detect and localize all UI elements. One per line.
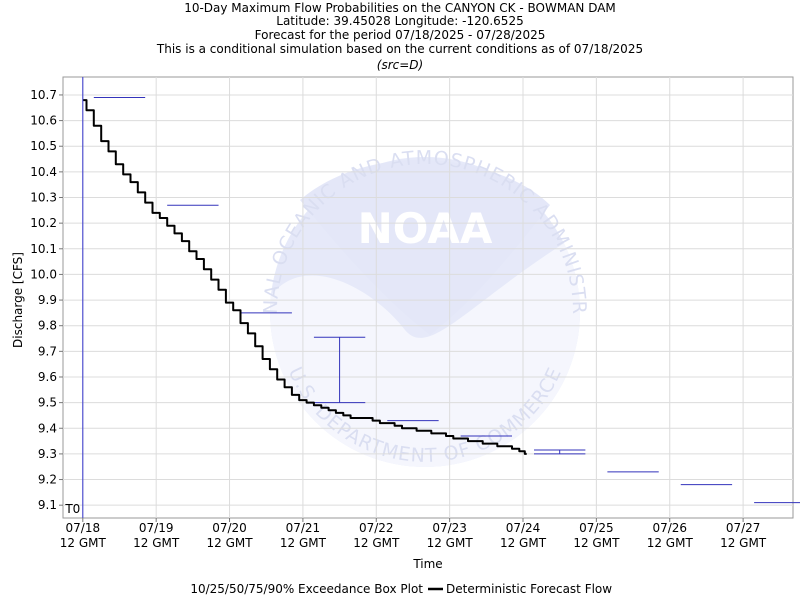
x-tick-label-date: 07/22 (359, 521, 394, 535)
x-axis-title: Time (412, 557, 442, 571)
legend-line-label: Deterministic Forecast Flow (446, 582, 612, 596)
x-tick-label-time: 12 GMT (427, 536, 474, 550)
noaa-bird (300, 159, 550, 335)
y-tick-label: 9.7 (38, 344, 57, 358)
y-tick-label: 10.7 (30, 88, 57, 102)
y-tick-label: 9.8 (38, 319, 57, 333)
x-tick-label-date: 07/24 (506, 521, 541, 535)
chart-title-line-2: Latitude: 39.45028 Longitude: -120.6525 (276, 14, 523, 28)
y-tick-label: 10.2 (30, 216, 57, 230)
plot-area (62, 76, 794, 519)
y-tick-label: 10.4 (30, 165, 57, 179)
x-tick-label-date: 07/23 (432, 521, 467, 535)
y-tick-label: 10.3 (30, 191, 57, 205)
y-tick-label: 9.5 (38, 396, 57, 410)
x-tick-label-date: 07/21 (286, 521, 321, 535)
x-tick-label-time: 12 GMT (573, 536, 620, 550)
chart-title-line-4: This is a conditional simulation based o… (156, 42, 643, 56)
x-tick-label-date: 07/26 (652, 521, 687, 535)
chart-title-line-3: Forecast for the period 07/18/2025 - 07/… (255, 28, 546, 42)
y-tick-label: 10.1 (30, 242, 57, 256)
y-tick-label: 10.5 (30, 139, 57, 153)
legend-box-label: 10/25/50/75/90% Exceedance Box Plot (190, 582, 423, 596)
noaa-center-text: NOAA (358, 204, 493, 253)
x-tick-label-time: 12 GMT (720, 536, 767, 550)
x-tick-label-time: 12 GMT (500, 536, 547, 550)
y-axis-title: Discharge [CFS] (11, 252, 25, 348)
x-tick-label-time: 12 GMT (280, 536, 327, 550)
legend: 10/25/50/75/90% Exceedance Box Plot Dete… (190, 582, 612, 596)
y-tick-label: 9.9 (38, 293, 57, 307)
grid-lines (63, 77, 793, 518)
x-tick-label-time: 12 GMT (207, 536, 254, 550)
x-tick-label-date: 07/19 (139, 521, 174, 535)
exceedance-boxes (93, 97, 800, 504)
x-tick-label-time: 12 GMT (647, 536, 694, 550)
x-tick-label-time: 12 GMT (353, 536, 400, 550)
y-tick-label: 9.2 (38, 473, 57, 487)
forecast-series (82, 99, 527, 455)
y-tick-label: 9.4 (38, 421, 57, 435)
y-tick-label: 10.0 (30, 267, 57, 281)
noaa-wave (270, 230, 580, 467)
source-note: (src=D) (377, 58, 423, 72)
x-tick-label-date: 07/18 (66, 521, 101, 535)
y-axis: 9.1 9.2 9.3 9.4 9.5 9.6 9.7 9.8 9.9 10.0 10.1 10.2 1… (30, 88, 63, 512)
y-tick-label: 9.1 (38, 498, 57, 512)
x-tick-label-date: 07/27 (726, 521, 761, 535)
x-tick-label-time: 12 GMT (60, 536, 107, 550)
x-tick-label-date: 07/20 (212, 521, 247, 535)
forecast-flow-line (82, 99, 527, 455)
chart-title-line-1: 10-Day Maximum Flow Probabilities on the… (184, 1, 616, 15)
noaa-disc (270, 157, 580, 467)
y-tick-label: 9.6 (38, 370, 57, 384)
x-tick-label-date: 07/25 (579, 521, 614, 535)
x-tick-label-time: 12 GMT (133, 536, 180, 550)
t0-label: T0 (64, 502, 80, 516)
y-tick-label: 9.3 (38, 447, 57, 461)
y-tick-label: 10.6 (30, 114, 57, 128)
